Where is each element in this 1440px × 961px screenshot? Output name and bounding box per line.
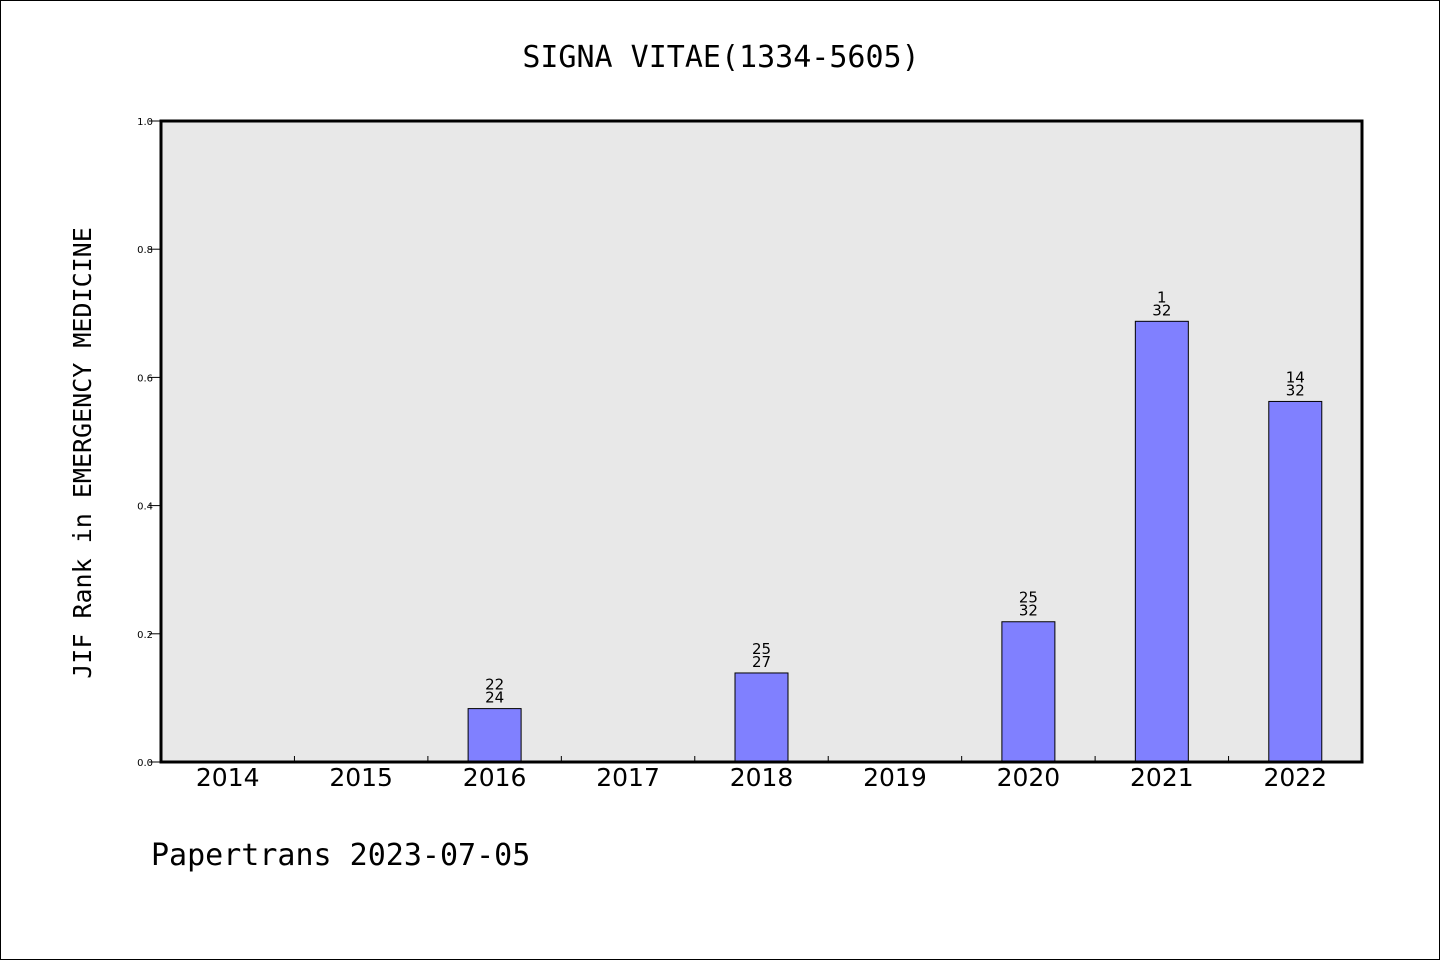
bar-2020 xyxy=(1001,621,1056,763)
bar-label-rank: 14 xyxy=(1286,368,1305,386)
x-tick-label: 2017 xyxy=(596,763,660,792)
y-tick-label: 0.4 xyxy=(137,502,153,513)
x-axis-ticks: 2014 2015 2016 2017 2018 2019 2020 2021 2022 xyxy=(196,756,1327,792)
bar-2021 xyxy=(1134,320,1189,763)
bar-label-rank: 25 xyxy=(1019,589,1038,607)
x-tick-label: 2018 xyxy=(730,763,794,792)
bar-label-total: 27 xyxy=(752,653,771,671)
x-tick-label: 2016 xyxy=(463,763,527,792)
y-axis-ticks: 0.0 0.2 0.4 0.6 0.8 1.0 xyxy=(137,117,161,769)
bar-label-rank: 1 xyxy=(1157,288,1167,306)
x-tick-label: 2014 xyxy=(196,763,260,792)
y-tick-label: 0.0 xyxy=(137,758,153,769)
bars xyxy=(467,320,1323,763)
bar-label-total: 32 xyxy=(1152,301,1171,319)
bar-label-total: 32 xyxy=(1286,381,1305,399)
bar-label-total: 24 xyxy=(485,689,504,707)
bar-label-rank: 22 xyxy=(485,676,504,694)
bar-label-total: 32 xyxy=(1019,602,1038,620)
y-tick-label: 0.2 xyxy=(137,630,153,641)
x-tick-label: 2021 xyxy=(1130,763,1194,792)
chart-title: SIGNA VITAE(1334-5605) xyxy=(522,40,919,75)
bar-2022 xyxy=(1268,400,1323,763)
y-tick-label: 0.8 xyxy=(137,245,153,256)
plot-border xyxy=(159,119,1364,764)
y-tick-label: 1.0 xyxy=(137,117,153,128)
x-tick-label: 2019 xyxy=(863,763,927,792)
bar-2016 xyxy=(467,708,522,763)
x-tick-label: 2022 xyxy=(1263,763,1327,792)
y-tick-label: 0.6 xyxy=(137,373,153,384)
x-tick-label: 2015 xyxy=(329,763,393,792)
y-axis-label: JIF Rank in EMERGENCY MEDICINE xyxy=(68,227,97,679)
bar-2018 xyxy=(734,672,789,763)
bar-label-rank: 25 xyxy=(752,640,771,658)
footer-credit: Papertrans 2023-07-05 xyxy=(151,838,530,873)
x-tick-label: 2020 xyxy=(997,763,1061,792)
